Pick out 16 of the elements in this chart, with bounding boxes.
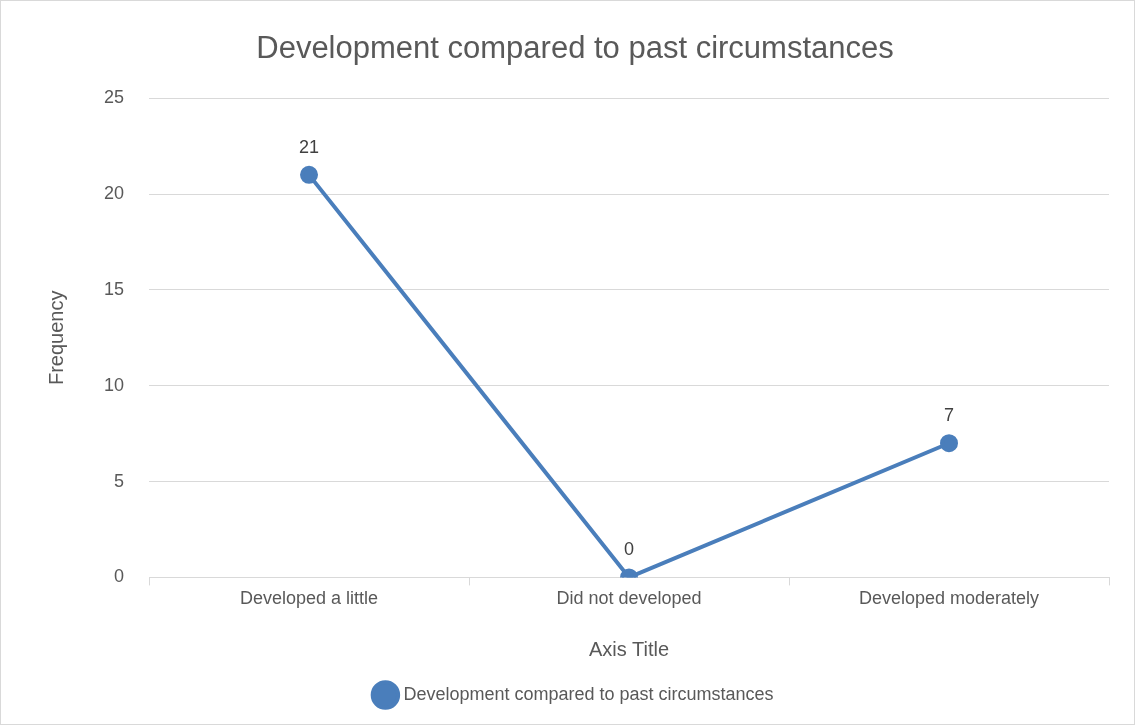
y-tick-label: 15 bbox=[103, 278, 125, 299]
data-label: 0 bbox=[624, 539, 635, 560]
chart-title: Development compared to past circumstances bbox=[256, 30, 894, 66]
x-tick-label: Did not developed bbox=[556, 588, 702, 609]
y-tick-label: 0 bbox=[114, 566, 125, 587]
y-tick-label: 25 bbox=[103, 87, 125, 108]
y-tick-label: 10 bbox=[103, 374, 125, 395]
x-axis-title: Axis Title bbox=[589, 637, 670, 660]
data-label: 21 bbox=[299, 136, 320, 157]
x-tick-label: Developed moderately bbox=[858, 588, 1040, 609]
y-axis-title: Frequency bbox=[44, 290, 67, 386]
legend-label: Development compared to past circumstances bbox=[403, 683, 774, 704]
y-tick-label: 20 bbox=[103, 183, 125, 204]
x-tick-label: Developed a little bbox=[239, 588, 379, 609]
y-tick-label: 5 bbox=[114, 470, 125, 491]
data-label: 7 bbox=[944, 405, 955, 426]
